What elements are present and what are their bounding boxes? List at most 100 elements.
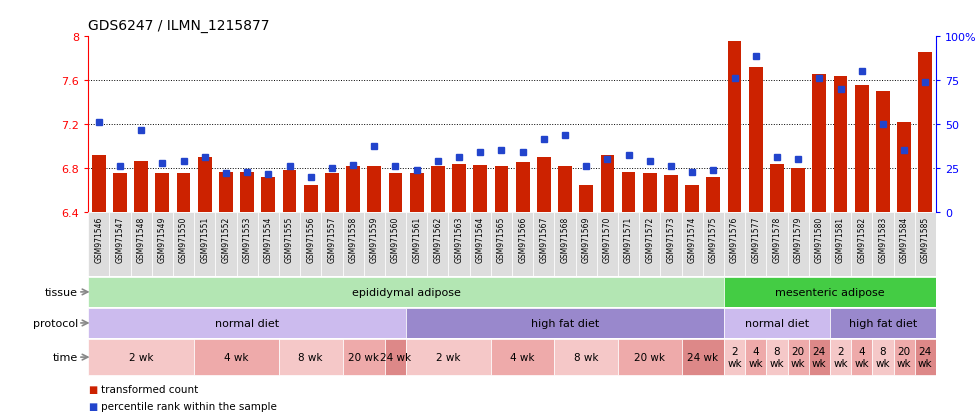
Text: GSM971547: GSM971547 bbox=[116, 216, 124, 262]
Text: GSM971563: GSM971563 bbox=[455, 216, 464, 262]
Text: GDS6247 / ILMN_1215877: GDS6247 / ILMN_1215877 bbox=[88, 19, 270, 33]
Bar bbox=[279, 213, 300, 277]
Bar bbox=[766, 339, 788, 375]
Text: GSM971546: GSM971546 bbox=[94, 216, 103, 262]
Bar bbox=[537, 158, 551, 213]
Bar bbox=[216, 213, 236, 277]
Text: 24
wk: 24 wk bbox=[918, 347, 933, 368]
Bar bbox=[156, 173, 170, 213]
Text: GSM971569: GSM971569 bbox=[582, 216, 591, 262]
Bar bbox=[258, 213, 279, 277]
Bar bbox=[788, 339, 808, 375]
Bar bbox=[512, 213, 533, 277]
Text: 8
wk: 8 wk bbox=[875, 347, 890, 368]
Text: GSM971578: GSM971578 bbox=[772, 216, 781, 262]
Text: protocol: protocol bbox=[32, 318, 78, 328]
Text: GSM971560: GSM971560 bbox=[391, 216, 400, 262]
Bar bbox=[876, 92, 890, 213]
Bar bbox=[321, 213, 343, 277]
Bar bbox=[198, 158, 212, 213]
Bar bbox=[918, 52, 932, 213]
Bar bbox=[533, 213, 555, 277]
Bar bbox=[685, 185, 699, 213]
Bar bbox=[812, 74, 826, 213]
Bar bbox=[766, 213, 788, 277]
Text: 24 wk: 24 wk bbox=[380, 352, 411, 362]
Bar bbox=[661, 213, 681, 277]
Text: epididymal adipose: epididymal adipose bbox=[352, 287, 461, 297]
Bar bbox=[643, 173, 657, 213]
Bar bbox=[262, 178, 275, 213]
Bar bbox=[579, 185, 593, 213]
Text: GSM971558: GSM971558 bbox=[349, 216, 358, 262]
Bar bbox=[304, 185, 318, 213]
Bar bbox=[601, 156, 614, 213]
Text: normal diet: normal diet bbox=[215, 318, 279, 328]
Text: GSM971574: GSM971574 bbox=[688, 216, 697, 262]
Bar bbox=[851, 339, 872, 375]
Bar bbox=[555, 213, 575, 277]
Bar bbox=[618, 213, 639, 277]
Bar bbox=[406, 308, 724, 338]
Text: GSM971556: GSM971556 bbox=[306, 216, 316, 262]
Bar bbox=[830, 308, 936, 338]
Text: 20
wk: 20 wk bbox=[897, 347, 911, 368]
Bar bbox=[368, 166, 381, 213]
Bar bbox=[914, 213, 936, 277]
Bar bbox=[745, 339, 766, 375]
Text: GSM971585: GSM971585 bbox=[921, 216, 930, 262]
Text: ■: ■ bbox=[88, 401, 97, 411]
Text: GSM971580: GSM971580 bbox=[814, 216, 824, 262]
Bar bbox=[469, 213, 491, 277]
Bar bbox=[452, 164, 466, 213]
Text: 4
wk: 4 wk bbox=[749, 347, 763, 368]
Bar bbox=[385, 213, 406, 277]
Bar bbox=[830, 339, 851, 375]
Text: GSM971554: GSM971554 bbox=[264, 216, 272, 262]
Text: 24
wk: 24 wk bbox=[812, 347, 827, 368]
Text: GSM971557: GSM971557 bbox=[327, 216, 336, 262]
Text: 4 wk: 4 wk bbox=[224, 352, 249, 362]
Bar bbox=[872, 213, 894, 277]
Text: tissue: tissue bbox=[45, 287, 78, 297]
Text: GSM971548: GSM971548 bbox=[136, 216, 146, 262]
Text: GSM971581: GSM971581 bbox=[836, 216, 845, 262]
Text: high fat diet: high fat diet bbox=[531, 318, 599, 328]
Bar bbox=[555, 339, 618, 375]
Bar bbox=[707, 178, 720, 213]
Bar bbox=[110, 213, 130, 277]
Text: 20 wk: 20 wk bbox=[634, 352, 665, 362]
Text: GSM971584: GSM971584 bbox=[900, 216, 908, 262]
Bar bbox=[220, 172, 233, 213]
Text: GSM971550: GSM971550 bbox=[179, 216, 188, 262]
Text: GSM971577: GSM971577 bbox=[752, 216, 760, 262]
Text: transformed count: transformed count bbox=[101, 384, 198, 394]
Text: GSM971565: GSM971565 bbox=[497, 216, 506, 262]
Bar bbox=[808, 213, 830, 277]
Bar bbox=[724, 213, 745, 277]
Text: GSM971553: GSM971553 bbox=[243, 216, 252, 262]
Bar bbox=[808, 339, 830, 375]
Bar bbox=[830, 213, 851, 277]
Text: 4
wk: 4 wk bbox=[855, 347, 869, 368]
Bar bbox=[791, 169, 805, 213]
Bar bbox=[176, 173, 190, 213]
Bar bbox=[88, 308, 406, 338]
Bar bbox=[664, 176, 678, 213]
Text: GSM971552: GSM971552 bbox=[221, 216, 230, 262]
Bar bbox=[92, 156, 106, 213]
Text: ■: ■ bbox=[88, 384, 97, 394]
Bar bbox=[449, 213, 469, 277]
Bar bbox=[406, 339, 491, 375]
Bar bbox=[872, 339, 894, 375]
Bar bbox=[770, 164, 784, 213]
Bar bbox=[385, 339, 406, 375]
Text: GSM971561: GSM971561 bbox=[413, 216, 421, 262]
Bar bbox=[749, 68, 762, 213]
Text: time: time bbox=[53, 352, 78, 362]
Bar bbox=[894, 339, 914, 375]
Text: GSM971566: GSM971566 bbox=[518, 216, 527, 262]
Bar bbox=[364, 213, 385, 277]
Bar bbox=[406, 213, 427, 277]
Bar bbox=[88, 213, 110, 277]
